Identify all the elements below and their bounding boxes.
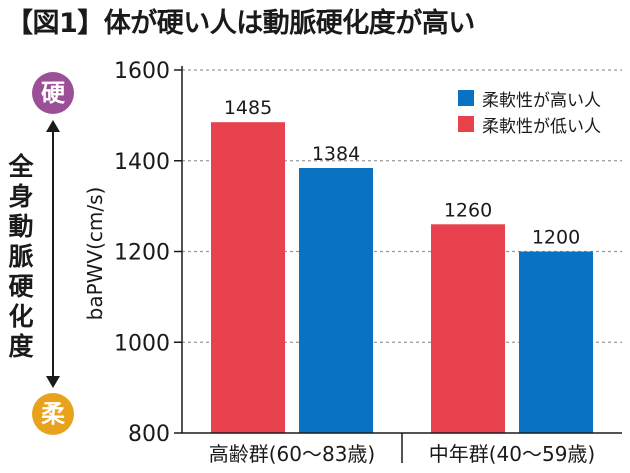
legend: 柔軟性が高い人 柔軟性が低い人 (458, 86, 601, 138)
bar (431, 224, 505, 433)
arrow-down-icon (46, 376, 60, 388)
bar-value-label: 1200 (532, 227, 580, 249)
legend-label: 柔軟性が低い人 (482, 116, 601, 137)
bar (519, 251, 593, 433)
bar-value-label: 1485 (224, 97, 272, 119)
legend-item: 柔軟性が高い人 (458, 86, 601, 111)
bars (211, 122, 593, 434)
stiffness-scale-indicator: 硬 全身動脈硬化度 柔 (0, 0, 110, 473)
hard-badge: 硬 (32, 72, 74, 114)
x-tick-label: 高齢群(60〜83歳) (209, 442, 376, 466)
legend-swatch (458, 90, 474, 106)
bar (211, 122, 285, 434)
scale-arrow-line (52, 122, 54, 384)
y-tick-label: 1000 (114, 331, 170, 356)
legend-label: 柔軟性が高い人 (482, 90, 601, 111)
x-tick-label: 中年群(40〜59歳) (429, 442, 596, 466)
legend-swatch (458, 116, 474, 132)
bar (299, 168, 373, 433)
bar-value-label: 1384 (312, 143, 360, 165)
chart-title: 【図1】体が硬い人は動脈硬化度が高い (6, 8, 475, 39)
stiffness-scale-label: 全身動脈硬化度 (8, 152, 34, 361)
y-tick-label: 1600 (114, 59, 170, 84)
soft-badge: 柔 (32, 393, 74, 435)
y-tick-label: 800 (128, 422, 170, 447)
axes (174, 66, 622, 463)
y-tick-label: 1400 (114, 150, 170, 175)
bar-value-label: 1260 (444, 199, 492, 221)
y-tick-label: 1200 (114, 241, 170, 266)
y-axis-title: baPWV(cm/s) (83, 187, 107, 321)
labels: 800 1000 1200 1400 1600 baPWV(cm/s) 1485 1384 高齢… (83, 59, 595, 466)
legend-item: 柔軟性が低い人 (458, 112, 601, 137)
